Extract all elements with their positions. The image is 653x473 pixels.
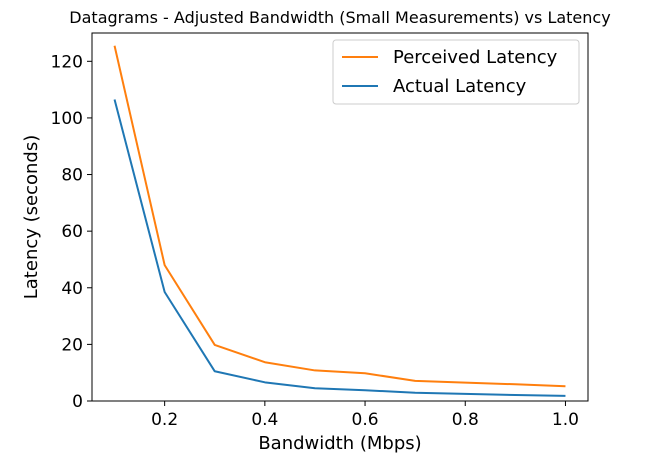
- series-line-actual-latency: [113, 99, 566, 397]
- x-tick-label: 0.2: [151, 410, 178, 430]
- legend-label-actual-latency: Actual Latency: [393, 76, 527, 97]
- y-tick-label: 20: [61, 335, 83, 355]
- legend-label-perceived-latency: Perceived Latency: [393, 47, 558, 68]
- series-line-perceived-latency: [113, 45, 566, 388]
- y-tick-label: 100: [51, 109, 83, 129]
- y-axis-ticks: 0 20 40 60 80 100 120: [51, 52, 92, 412]
- y-axis-title: Latency (seconds): [21, 135, 42, 300]
- y-tick-label: 40: [61, 279, 83, 299]
- y-tick-label: 0: [72, 392, 83, 412]
- series-lines: [113, 45, 566, 397]
- y-tick-label: 80: [61, 166, 83, 186]
- x-tick-label: 0.8: [452, 410, 479, 430]
- plot-frame: [91, 32, 589, 402]
- legend-box: [332, 39, 580, 105]
- legend: Perceived Latency Actual Latency: [332, 39, 580, 105]
- x-axis-title: Bandwidth (Mbps): [258, 433, 421, 454]
- y-tick-label: 60: [61, 222, 83, 242]
- y-tick-label: 120: [51, 52, 83, 72]
- x-tick-label: 0.6: [352, 410, 379, 430]
- x-tick-label: 1.0: [552, 410, 579, 430]
- x-axis-ticks: 0.2 0.4 0.6 0.8 1.0: [151, 401, 579, 430]
- chart-title: Datagrams - Adjusted Bandwidth (Small Me…: [69, 8, 610, 27]
- x-tick-label: 0.4: [251, 410, 278, 430]
